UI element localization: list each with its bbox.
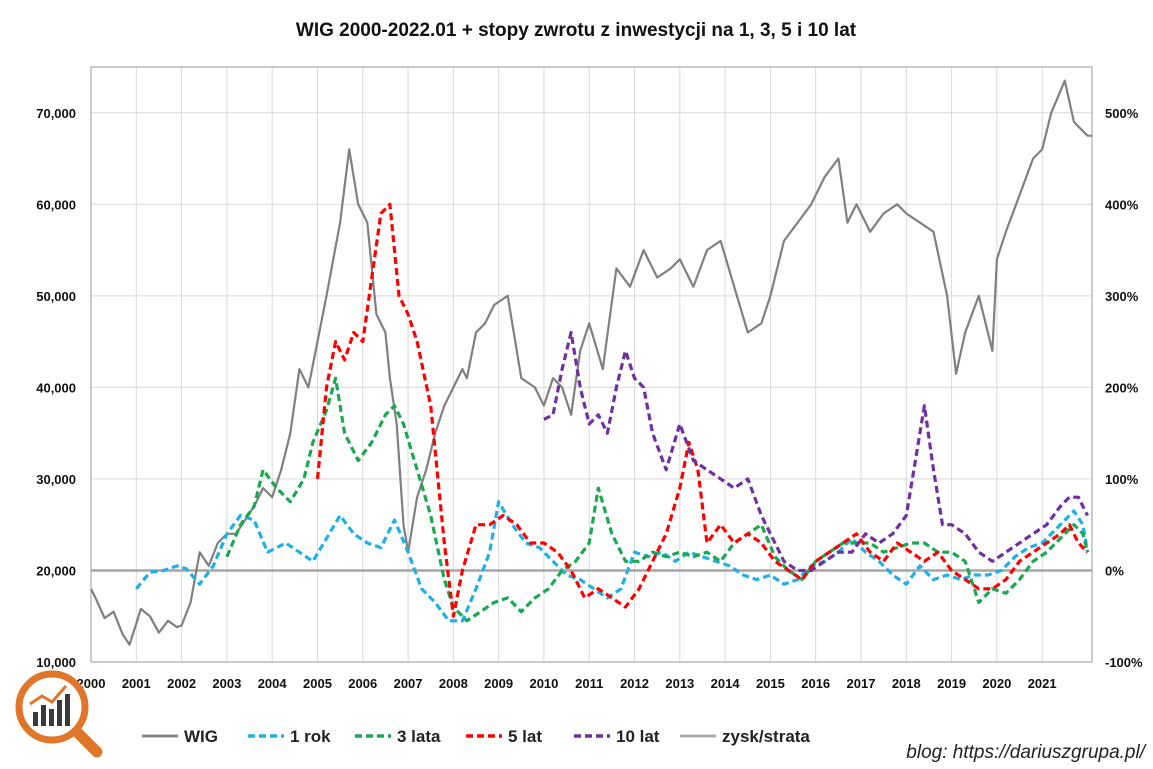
x-tick-label: 2004 <box>258 676 288 691</box>
x-tick-label: 2013 <box>665 676 694 691</box>
x-tick-label: 2021 <box>1028 676 1057 691</box>
legend-label: 5 lat <box>508 727 542 746</box>
x-axis: 2000 2001 2002 2003 2004 2005 2006 2007 2008 2009… <box>77 676 1057 691</box>
right-tick-label: 200% <box>1105 380 1139 395</box>
x-tick-label: 2017 <box>847 676 876 691</box>
series-line-10-lat <box>543 330 1089 573</box>
x-tick-label: 2015 <box>756 676 785 691</box>
left-tick-label: 60,000 <box>36 197 76 212</box>
x-tick-label: 2016 <box>801 676 830 691</box>
legend-label: zysk/strata <box>722 727 810 746</box>
left-tick-label: 50,000 <box>36 289 76 304</box>
x-tick-label: 2020 <box>982 676 1011 691</box>
x-tick-label: 2012 <box>620 676 649 691</box>
blog-label: blog: https://dariuszgrupa.pl/ <box>906 742 1146 763</box>
x-tick-label: 2010 <box>529 676 558 691</box>
x-tick-label: 2006 <box>348 676 377 691</box>
x-tick-label: 2019 <box>937 676 966 691</box>
right-tick-label: 300% <box>1105 289 1139 304</box>
series-line-5-lat <box>315 202 1089 618</box>
legend-label: 3 lata <box>397 727 441 746</box>
right-tick-label: 500% <box>1105 106 1139 121</box>
x-tick-label: 2001 <box>122 676 151 691</box>
legend-label: 1 rok <box>290 727 331 746</box>
right-tick-label: -100% <box>1105 655 1143 670</box>
x-tick-label: 2003 <box>212 676 241 691</box>
left-tick-label: 10,000 <box>36 655 76 670</box>
right-tick-label: 100% <box>1105 472 1139 487</box>
left-tick-label: 30,000 <box>36 472 76 487</box>
series-line-1-rok <box>135 500 1090 623</box>
x-tick-label: 2005 <box>303 676 332 691</box>
x-tick-label: 2011 <box>575 676 603 691</box>
x-tick-label: 2002 <box>167 676 196 691</box>
left-tick-label: 20,000 <box>36 563 76 578</box>
left-tick-label: 70,000 <box>36 106 76 121</box>
right-tick-label: 400% <box>1105 197 1139 212</box>
x-tick-label: 2009 <box>484 676 513 691</box>
x-tick-label: 2007 <box>394 676 423 691</box>
left-axis: 10,000 20,000 30,000 40,000 50,000 60,000 70,0… <box>36 106 76 670</box>
chart-title: WIG 2000-2022.01 + stopy zwrotu z inwest… <box>296 20 857 41</box>
legend-label: WIG <box>184 727 218 746</box>
x-tick-label: 2018 <box>892 676 921 691</box>
right-axis: -100% 0% 100% 200% 300% 400% 500% <box>1105 106 1143 670</box>
legend-label: 10 lat <box>616 727 660 746</box>
magnifier-chart-logo-icon <box>15 670 103 758</box>
x-tick-label: 2014 <box>711 676 741 691</box>
x-tick-label: 2008 <box>439 676 468 691</box>
left-tick-label: 40,000 <box>36 380 76 395</box>
legend: WIG 1 rok 3 lata 5 lat 10 lat zysk/strata <box>142 727 810 746</box>
plot-area <box>90 66 1093 663</box>
right-tick-label: 0% <box>1105 563 1124 578</box>
series-layer <box>90 79 1092 646</box>
series-line-3-lata <box>225 376 1090 623</box>
x-tick-label: 2000 <box>77 676 106 691</box>
